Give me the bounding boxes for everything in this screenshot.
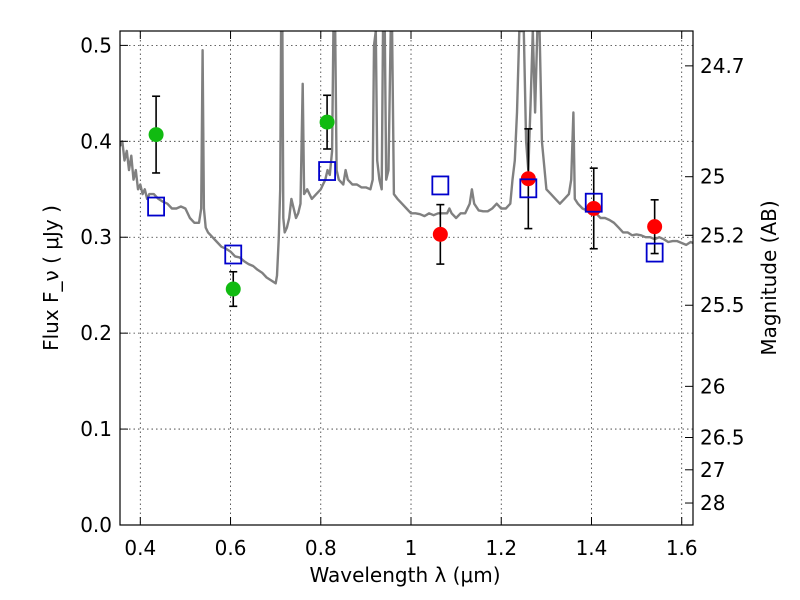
data-point [148, 127, 164, 143]
y-tick-label: 0.1 [80, 417, 112, 441]
y-axis-label: Flux F_ν ( μJy ) [39, 205, 63, 351]
model-point [224, 244, 243, 265]
model-point [584, 192, 603, 213]
model-point [431, 175, 450, 196]
mag-tick-label: 27 [700, 458, 725, 482]
x-tick-label: 0.8 [305, 536, 337, 560]
data-point [319, 114, 335, 130]
tick-labels: 0.4 0.6 0.8 1 1.2 1.4 1.6 0.0 0.1 0.2 0.3 0.4 0.5 24.… [80, 33, 744, 560]
data-point [432, 226, 448, 242]
spectrum-line [120, 31, 693, 285]
y-tick-label: 0.0 [80, 513, 112, 537]
x-tick-label: 1.6 [666, 536, 698, 560]
x-tick-label: 0.4 [124, 536, 156, 560]
mag-tick-label: 25 [700, 165, 725, 189]
model-point [318, 161, 336, 181]
data-point [647, 219, 663, 235]
plot-frame [119, 30, 694, 526]
x-tick-label: 1.2 [485, 536, 517, 560]
y-tick-label: 0.4 [80, 129, 112, 153]
mag-tick-label: 26 [700, 374, 725, 398]
data-markers [147, 94, 664, 308]
grid-lines [120, 31, 693, 526]
y-tick-label: 0.5 [80, 33, 112, 57]
data-point [225, 281, 241, 297]
mag-tick-label: 25.2 [700, 223, 745, 247]
x-tick-label: 1 [405, 536, 418, 560]
y-tick-label: 0.2 [80, 321, 112, 345]
magnitude-axis-label: Magnitude (AB) [757, 200, 781, 355]
mag-tick-label: 26.5 [700, 426, 745, 450]
model-point [147, 196, 165, 217]
mag-tick-label: 24.7 [700, 54, 745, 78]
model-point [645, 242, 664, 263]
y-tick-label: 0.3 [80, 225, 112, 249]
x-axis-label: Wavelength λ (μm) [309, 563, 500, 587]
x-tick-label: 0.6 [215, 536, 247, 560]
model-point [519, 178, 538, 199]
axis-ticks [120, 31, 693, 526]
spectrum-layer [120, 31, 693, 285]
x-tick-label: 1.4 [576, 536, 608, 560]
data-point [586, 200, 602, 216]
mag-tick-label: 25.5 [700, 293, 745, 317]
mag-tick-label: 28 [700, 491, 725, 515]
